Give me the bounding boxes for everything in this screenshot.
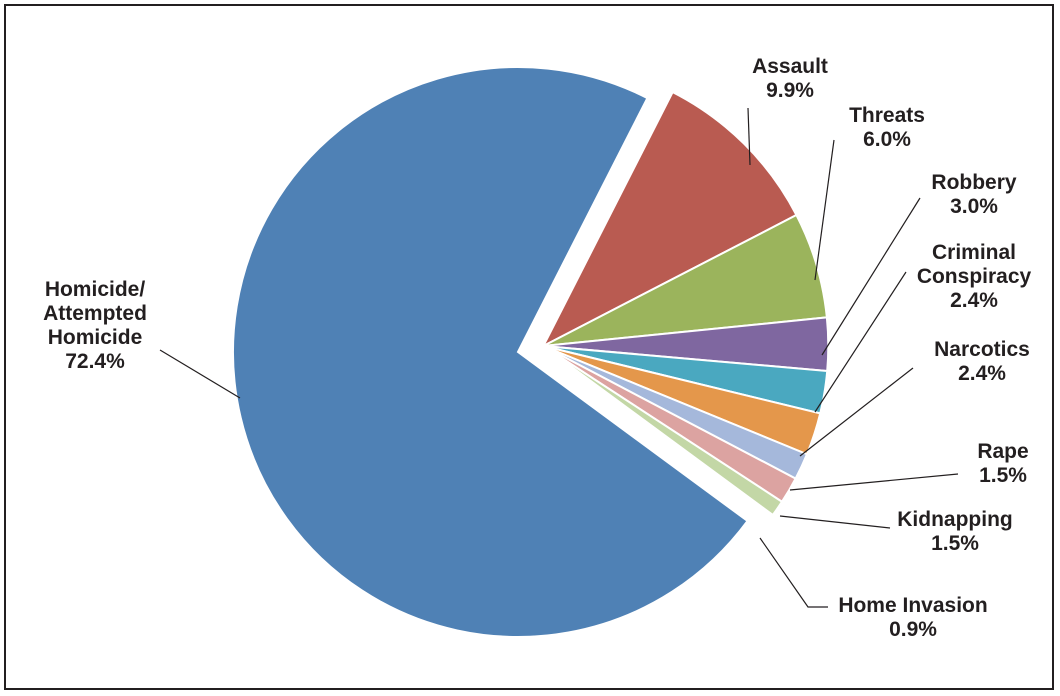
slice-name-label: Homicide: [48, 326, 143, 349]
pie-slices: [232, 66, 830, 638]
slice-name-label: Threats: [849, 104, 925, 127]
slice-name-label: Homicide/: [45, 278, 146, 301]
slice-label-9: Home Invasion 0.9%: [838, 594, 987, 641]
slice-name-label: Conspiracy: [917, 265, 1032, 288]
slice-name-label: Narcotics: [934, 338, 1030, 361]
leader-line-5: [814, 271, 907, 413]
leader-line-8: [779, 515, 891, 529]
leader-line-2: [747, 107, 751, 166]
leader-line-6: [799, 367, 914, 457]
leader-lines: [159, 107, 959, 608]
slice-name-label: Assault: [752, 55, 828, 78]
leader-line-9: [759, 537, 828, 608]
slice-value-label: 1.5%: [979, 464, 1027, 487]
pie-slice-1: [232, 66, 749, 638]
slice-value-label: 6.0%: [863, 128, 911, 151]
slice-name-label: Home Invasion: [838, 594, 987, 617]
leader-line-4: [821, 197, 921, 356]
slice-label-8: Kidnapping 1.5%: [897, 508, 1012, 555]
slice-name-label: Kidnapping: [897, 508, 1012, 531]
leader-line-7: [789, 473, 959, 491]
slice-value-label: 3.0%: [950, 195, 998, 218]
slice-label-5: Criminal Conspiracy 2.4%: [917, 241, 1032, 312]
slice-label-6: Narcotics 2.4%: [934, 338, 1030, 385]
slice-value-label: 1.5%: [931, 532, 979, 555]
slice-name-label: Criminal: [932, 241, 1016, 264]
slice-name-label: Rape: [977, 440, 1028, 463]
slice-value-label: 9.9%: [766, 79, 814, 102]
pie-slice-2: [540, 90, 798, 349]
leader-line-1: [159, 349, 241, 399]
pie-slice-9: [542, 345, 784, 517]
leader-line-3: [814, 139, 835, 281]
slice-labels: Homicide/Attempted Homicide 72.4% Assault 9.…: [43, 55, 1031, 641]
slice-label-4: Robbery 3.0%: [931, 171, 1017, 218]
slice-label-1: Homicide/Attempted Homicide 72.4%: [43, 278, 147, 373]
slice-name-label: Robbery: [931, 171, 1017, 194]
slice-label-7: Rape 1.5%: [977, 440, 1028, 487]
slice-name-label: Attempted: [43, 302, 147, 325]
slice-value-label: 2.4%: [958, 362, 1006, 385]
slice-label-2: Assault 9.9%: [752, 55, 828, 102]
slice-value-label: 72.4%: [65, 350, 125, 373]
slice-value-label: 2.4%: [950, 289, 998, 312]
slice-label-3: Threats 6.0%: [849, 104, 925, 151]
slice-value-label: 0.9%: [889, 618, 937, 641]
